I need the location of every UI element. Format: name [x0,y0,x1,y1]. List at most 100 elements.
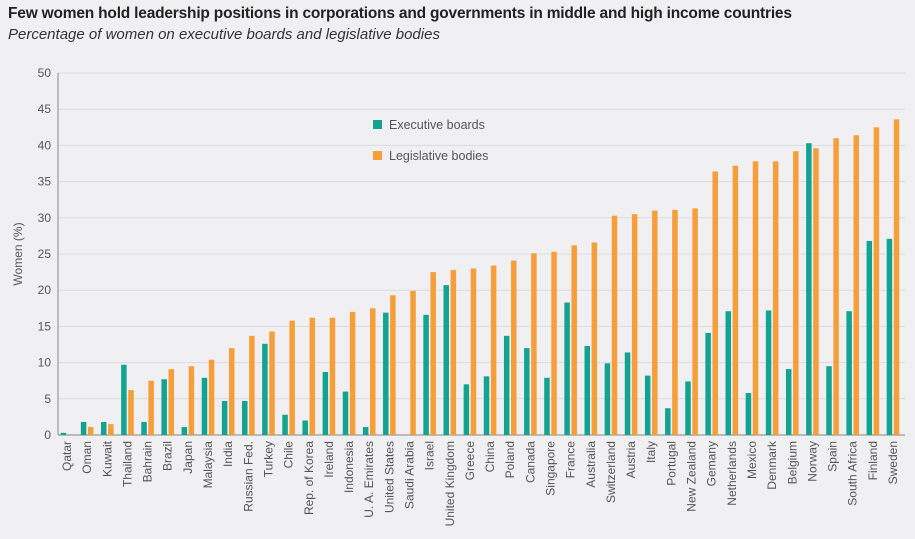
bar-executive-boards [826,366,832,435]
x-tick-label: Austria [624,441,638,479]
x-tick-label: Qatar [60,441,74,471]
x-tick-label: Oman [80,441,94,474]
bar-legislative-bodies [853,135,860,435]
bar-legislative-bodies [531,253,537,435]
bar-executive-boards [866,240,873,435]
bar-legislative-bodies [390,295,396,435]
bar-legislative-bodies [833,138,839,435]
bar-legislative-bodies [551,251,557,435]
x-tick-label: Chile [282,441,296,469]
x-tick-label: U. A. Emirates [362,441,376,518]
y-tick-label: 25 [38,247,52,261]
bar-legislative-bodies [108,424,114,435]
bar-executive-boards [463,384,470,435]
bar-legislative-bodies [249,335,255,435]
y-tick-label: 40 [38,138,52,152]
y-tick-label: 50 [38,66,52,80]
bar-executive-boards [141,421,147,435]
bar-legislative-bodies [269,331,275,435]
bar-legislative-bodies [148,380,154,435]
x-tick-label: Greece [463,441,477,481]
bar-legislative-bodies [631,214,638,435]
x-tick-label: Denmark [765,440,779,490]
bar-executive-boards [886,238,893,435]
bar-executive-boards [765,310,772,435]
x-tick-label: Turkey [261,441,275,477]
bar-executive-boards [806,143,812,435]
bar-legislative-bodies [732,165,739,435]
x-tick-label: Thailand [120,441,134,487]
bar-legislative-bodies [752,161,759,435]
bar-legislative-bodies [591,242,598,435]
chart-title: Few women hold leadership positions in c… [8,5,792,22]
x-tick-label: New Zealand [685,441,699,512]
y-tick-label: 15 [38,319,52,333]
chart-subtitle: Percentage of women on executive boards … [8,26,440,43]
bar-executive-boards [503,335,510,435]
x-tick-label: Belgium [785,441,799,484]
x-tick-label: Gemany [705,441,719,486]
bar-legislative-bodies [571,245,577,435]
x-tick-label: Kuwait [100,440,114,477]
bar-executive-boards [644,375,651,435]
x-tick-label: Bahrain [141,441,155,482]
bar-legislative-bodies [208,359,215,435]
x-tick-label: Poland [503,441,517,478]
y-axis-label: Women (%) [11,222,25,285]
y-tick-label: 35 [38,175,52,189]
bar-executive-boards [685,381,691,435]
bar-executive-boards [201,377,208,435]
x-tick-label: Sweden [886,441,900,484]
bar-executive-boards [282,414,288,435]
bar-executive-boards [342,391,349,435]
x-tick-label: Norway [805,441,819,482]
y-tick-label: 5 [44,392,51,406]
bar-executive-boards [846,311,852,435]
bar-legislative-bodies [128,390,134,435]
x-tick-label: Singapore [544,441,558,496]
x-tick-label: Spain [826,441,840,472]
x-tick-label: Ireland [322,441,336,478]
y-tick-label: 45 [38,102,52,116]
bar-executive-boards [60,432,67,435]
x-tick-label: Canada [523,441,537,483]
bar-executive-boards [665,408,671,435]
bar-legislative-bodies [611,215,618,435]
bar-legislative-bodies [793,151,799,435]
bar-executive-boards [362,427,369,435]
bar-executive-boards [725,311,732,435]
bar-executive-boards [564,302,570,435]
bar-executive-boards [221,400,228,435]
x-tick-label: South Africa [846,441,860,506]
x-tick-label: Japan [181,441,195,474]
x-tick-label: Israel [423,441,437,470]
bar-legislative-bodies [672,209,678,435]
y-tick-label: 30 [38,211,52,225]
bar-legislative-bodies [490,265,497,435]
y-tick-label: 0 [44,428,51,442]
bar-executive-boards [383,312,389,435]
bar-executive-boards [584,345,591,435]
bar-legislative-bodies [470,268,477,435]
bar-legislative-bodies [873,127,880,436]
bar-executive-boards [604,363,611,435]
y-tick-label: 20 [38,283,52,297]
bar-legislative-bodies [87,427,94,435]
bar-executive-boards [262,343,268,435]
bar-executive-boards [624,352,631,435]
x-tick-label: India [221,441,235,467]
x-tick-label: Netherlands [725,441,739,506]
bar-legislative-bodies [228,348,235,435]
x-tick-label: Switzerland [604,441,618,503]
bar-executive-boards [745,393,752,435]
x-tick-label: United Kingdom [443,441,457,526]
bar-executive-boards [544,377,550,435]
bar-executive-boards [80,421,87,435]
x-tick-label: Mexico [745,441,759,479]
bar-legislative-bodies [329,317,336,435]
bar-legislative-bodies [692,208,698,435]
bar-legislative-bodies [712,171,718,436]
x-tick-label: Malaysia [201,441,215,489]
bar-legislative-bodies [511,260,517,435]
x-tick-label: Brazil [161,441,175,471]
